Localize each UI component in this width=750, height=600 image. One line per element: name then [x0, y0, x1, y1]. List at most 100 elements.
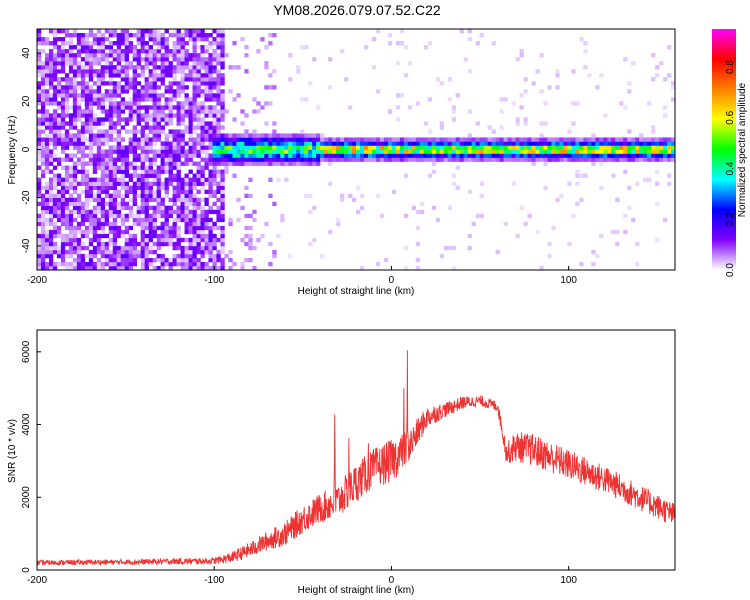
heatmap-cell: [443, 149, 449, 154]
heatmap-cell: [220, 105, 225, 110]
heatmap-cell: [216, 117, 221, 122]
heatmap-cell: [164, 229, 169, 235]
heatmap-cell: [595, 153, 600, 158]
heatmap-cell: [232, 97, 237, 102]
heatmap-cell: [264, 45, 269, 50]
heatmap-cell: [128, 173, 133, 178]
heatmap-cell: [48, 157, 54, 162]
heatmap-cell: [156, 57, 161, 62]
heatmap-cell: [212, 53, 217, 58]
heatmap-cell: [112, 221, 118, 227]
heatmap-cell: [92, 141, 98, 146]
heatmap-cell: [196, 65, 201, 70]
heatmap-cell: [124, 73, 130, 78]
heatmap-cell: [37, 85, 42, 90]
heatmap-cell: [92, 137, 98, 142]
heatmap-cell: [471, 141, 476, 146]
heatmap-cell: [72, 153, 78, 158]
heatmap-cell: [152, 193, 157, 198]
heatmap-cell: [40, 85, 46, 90]
heatmap-cell: [144, 169, 149, 174]
heatmap-cell: [64, 265, 70, 271]
heatmap-cell: [104, 53, 110, 58]
heatmap-cell: [419, 157, 425, 162]
heatmap-cell: [37, 69, 42, 74]
heatmap-cell: [256, 109, 261, 114]
heatmap-cell: [651, 149, 656, 154]
heatmap-cell: [427, 41, 433, 46]
heatmap-cell: [52, 65, 58, 70]
heatmap-cell: [112, 145, 118, 150]
heatmap-cell: [96, 101, 102, 106]
heatmap-cell: [184, 221, 189, 227]
heatmap-cell: [256, 157, 261, 162]
heatmap-cell: [128, 65, 133, 70]
heatmap-cell: [240, 157, 245, 162]
heatmap-cell: [208, 265, 213, 271]
heatmap-cell: [152, 117, 157, 122]
heatmap-cell: [579, 153, 584, 158]
heatmap-cell: [100, 45, 106, 50]
heatmap-cell: [120, 181, 126, 186]
heatmap-cell: [288, 53, 293, 58]
heatmap-cell: [76, 117, 82, 122]
heatmap-cell: [48, 241, 54, 247]
heatmap-cell: [172, 201, 177, 207]
heatmap-cell: [184, 225, 189, 231]
heatmap-cell: [52, 129, 58, 134]
heatmap-cell: [140, 57, 145, 62]
heatmap-cell: [52, 245, 58, 251]
heatmap-cell: [176, 33, 181, 38]
heatmap-cell: [575, 157, 580, 162]
heatmap-cell: [539, 133, 544, 138]
heatmap-cell: [196, 233, 201, 239]
heatmap-cell: [72, 169, 78, 174]
heatmap-cell: [37, 213, 42, 219]
heatmap-cell: [152, 209, 157, 215]
heatmap-cell: [160, 69, 165, 74]
heatmap-cell: [84, 261, 90, 267]
heatmap-cell: [328, 181, 333, 186]
heatmap-cell: [80, 153, 86, 158]
heatmap-cell: [579, 37, 584, 42]
heatmap-cell: [407, 145, 413, 150]
heatmap-cell: [575, 169, 580, 174]
heatmap-cell: [128, 129, 133, 134]
heatmap-cell: [387, 149, 393, 154]
heatmap-cell: [607, 153, 612, 158]
heatmap-cell: [296, 161, 301, 166]
heatmap-cell: [148, 193, 153, 198]
heatmap-cell: [260, 153, 265, 158]
heatmap-cell: [236, 93, 241, 98]
heatmap-cell: [300, 45, 305, 50]
heatmap-cell: [615, 137, 620, 142]
heatmap-cell: [152, 61, 157, 66]
heatmap-cell: [172, 141, 177, 146]
heatmap-cell: [92, 217, 98, 223]
heatmap-cell: [37, 109, 42, 114]
heatmap-cell: [96, 149, 102, 154]
heatmap-cell: [359, 137, 365, 142]
colorbar-ticks: 0.00.20.40.60.8: [725, 60, 736, 277]
heatmap-cell: [256, 49, 261, 54]
heatmap-cell: [475, 145, 480, 150]
heatmap-cell: [140, 221, 145, 227]
heatmap-cell: [224, 145, 229, 150]
heatmap-cell: [671, 97, 676, 102]
heatmap-cell: [467, 189, 472, 194]
heatmap-cell: [671, 137, 676, 142]
heatmap-cell: [587, 73, 592, 78]
heatmap-cell: [208, 133, 213, 138]
heatmap-cell: [635, 241, 640, 247]
heatmap-cell: [180, 137, 185, 142]
heatmap-cell: [359, 193, 365, 198]
heatmap-cell: [164, 157, 169, 162]
heatmap-cell: [44, 241, 50, 247]
heatmap-cell: [56, 125, 62, 130]
heatmap-cell: [48, 177, 54, 182]
heatmap-cell: [176, 189, 181, 194]
heatmap-cell: [37, 265, 42, 271]
heatmap-cell: [128, 185, 133, 190]
heatmap-cell: [140, 197, 145, 203]
heatmap-cell: [160, 41, 165, 46]
